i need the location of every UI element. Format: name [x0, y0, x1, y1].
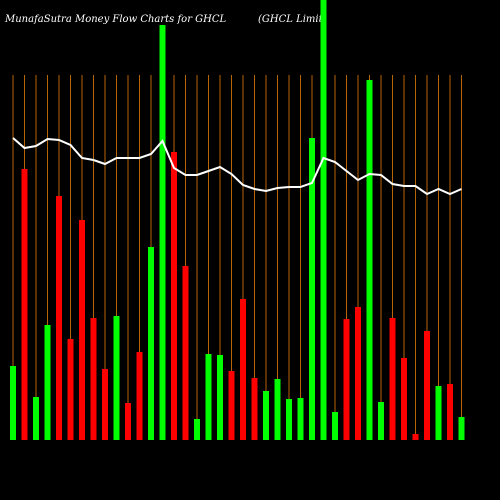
bar — [217, 355, 223, 440]
bar — [355, 307, 361, 440]
bar — [274, 379, 281, 440]
bar — [424, 331, 430, 440]
bar — [113, 316, 120, 440]
bar — [412, 434, 419, 440]
bar — [228, 371, 235, 440]
bar — [205, 354, 212, 440]
bar — [251, 378, 258, 440]
bar — [332, 412, 338, 440]
chart-title: MunafaSutra Money Flow Charts for GHCL — [4, 14, 227, 25]
bar — [159, 25, 166, 440]
bar — [263, 391, 269, 440]
price-line — [12, 137, 462, 196]
bar — [286, 399, 292, 440]
chart-subtitle: (GHCL Limit — [258, 14, 324, 25]
bar — [148, 247, 154, 440]
bar — [67, 339, 74, 440]
bar — [33, 397, 39, 440]
bar — [90, 318, 97, 440]
bar — [447, 384, 453, 440]
bar — [458, 417, 465, 440]
bar — [136, 352, 143, 440]
bar — [297, 398, 304, 440]
bar — [21, 169, 28, 440]
bar — [389, 318, 396, 440]
bar — [343, 319, 350, 440]
bar — [125, 403, 131, 440]
bar — [10, 366, 16, 440]
bar — [79, 220, 85, 440]
bar — [102, 369, 108, 440]
bar — [56, 196, 62, 440]
bar — [309, 138, 315, 440]
bar — [182, 266, 189, 440]
bar — [44, 325, 51, 440]
bar — [378, 402, 384, 440]
bar — [435, 386, 442, 440]
bar — [320, 0, 327, 440]
bar — [366, 80, 373, 440]
bar — [401, 358, 407, 440]
bar — [194, 419, 200, 440]
bar — [240, 299, 246, 440]
bar — [171, 152, 177, 440]
